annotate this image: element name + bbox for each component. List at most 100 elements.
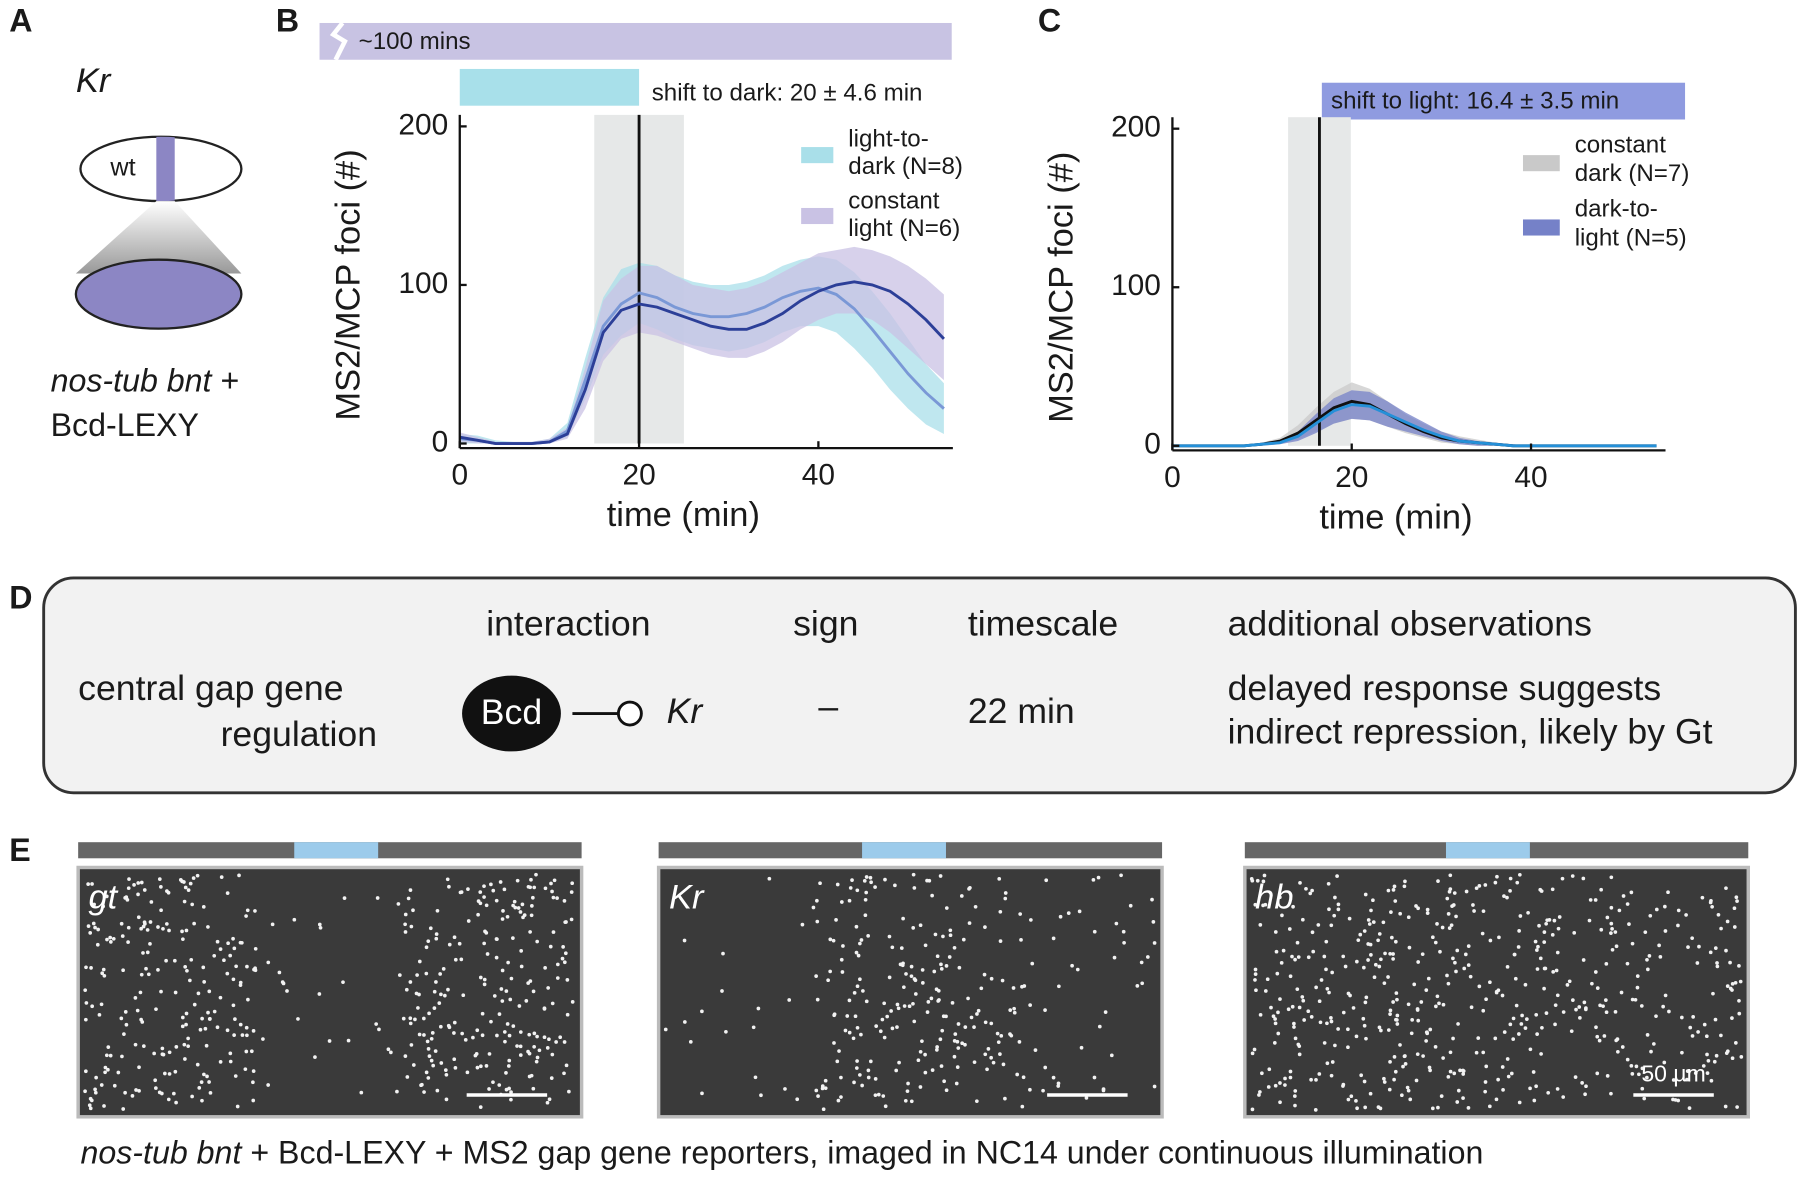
nucleus-spot [818,881,822,886]
nucleus-spot [1416,906,1420,911]
nucleus-spot [403,912,408,917]
nucleus-spot [208,1090,213,1095]
nucleus-spot [1735,1105,1739,1109]
nucleus-spot [1645,1033,1650,1037]
nucleus-spot [222,958,226,963]
nucleus-spot [1452,1071,1457,1076]
nucleus-spot [266,960,271,965]
nucleus-spot [1420,952,1425,957]
nucleus-spot [1581,958,1586,962]
nucleus-spot [859,938,864,942]
nucleus-spot [1274,949,1279,954]
nucleus-spot [243,1067,248,1072]
y-tick-label: 200 [398,108,448,141]
nucleus-spot [816,1094,820,1098]
embryo-image [656,865,1164,1119]
nucleus-spot [89,966,93,970]
y-tick-label: 200 [1111,111,1161,144]
nucleus-spot [1620,1045,1625,1049]
y-tick-label: 100 [398,267,448,300]
nucleus-spot [228,953,233,958]
nucleus-spot [341,980,345,984]
nucleus-spot [1275,971,1280,976]
nucleus-spot [911,872,916,877]
nucleus-spot [180,1015,185,1020]
nucleus-spot [1290,954,1294,959]
nucleus-spot [313,1055,317,1059]
nucleus-spot [1534,1012,1539,1017]
nucleus-spot [1452,891,1457,895]
nucleus-spot [1542,986,1546,991]
nucleus-spot [1462,966,1467,971]
nucleus-spot [935,1045,939,1049]
nucleus-spot [1388,1059,1392,1064]
nucleus-spot [1000,978,1005,983]
nucleus-spot [1266,1085,1271,1089]
nucleus-spot [991,1060,996,1065]
nucleus-spot [198,1027,203,1032]
nucleus-spot [232,1033,236,1037]
nucleus-spot [1571,998,1575,1002]
nucleus-spot [292,917,297,922]
nucleus-spot [532,1044,536,1049]
nucleus-spot [1363,1105,1368,1110]
nucleus-spot [1269,1005,1273,1010]
nucleus-spot [1434,1004,1438,1009]
nucleus-spot [944,964,949,968]
nucleus-spot [555,976,560,980]
nucleus-spot [700,1091,704,1096]
nucleus-spot [1310,930,1315,935]
nucleus-spot [1012,1010,1017,1015]
nucleus-spot [101,967,106,972]
nucleus-spot [1278,1081,1282,1085]
nucleus-spot [1330,970,1335,975]
gene-label: gt [89,879,119,917]
nucleus-spot [1327,907,1331,912]
nucleus-spot [422,1016,426,1021]
nucleus-spot [429,1036,434,1041]
nucleus-spot [112,1083,117,1088]
nucleus-spot [437,1001,442,1005]
nucleus-spot [145,950,150,955]
nucleus-spot [1265,977,1270,982]
nucleus-spot [218,995,223,1000]
nucleus-spot [561,945,565,949]
nucleus-spot [1719,926,1723,931]
nucleus-spot [1587,918,1592,923]
nucleus-spot [551,930,556,934]
nucleus-spot [1437,1001,1441,1006]
nucleus-spot [1635,985,1640,990]
nucleus-spot [1590,981,1594,986]
nucleus-spot [251,1029,256,1033]
nucleus-spot [950,1000,955,1005]
nucleus-spot [1393,1069,1398,1074]
nucleus-spot [497,1012,502,1016]
nucleus-spot [823,1086,828,1090]
nucleus-spot [487,1087,491,1091]
nucleus-spot [1525,1017,1529,1021]
nucleus-spot [868,875,873,880]
nucleus-spot [1306,1009,1311,1014]
nucleus-spot [1610,926,1614,931]
nucleus-spot [139,972,144,977]
nucleus-spot [1293,1036,1298,1041]
nucleus-spot [1377,964,1382,969]
nucleus-spot [438,972,442,976]
nucleus-spot [1732,925,1737,929]
nucleus-spot [567,1089,571,1094]
nucleus-spot [1428,1068,1432,1073]
nucleus-spot [1448,873,1453,878]
nucleus-spot [1097,1024,1102,1029]
nucleus-spot [183,964,188,969]
nucleus-spot [172,1091,176,1096]
nucleus-spot [1276,1010,1280,1015]
header: timescale [968,604,1118,644]
nucleus-spot [463,1037,468,1042]
nucleus-spot [868,1059,873,1064]
x-tick-label: 0 [451,459,468,492]
legend-label: constant [1575,131,1667,158]
nucleus-spot [938,874,943,878]
nucleus-spot [972,1025,976,1029]
nucleus-spot [504,989,509,993]
